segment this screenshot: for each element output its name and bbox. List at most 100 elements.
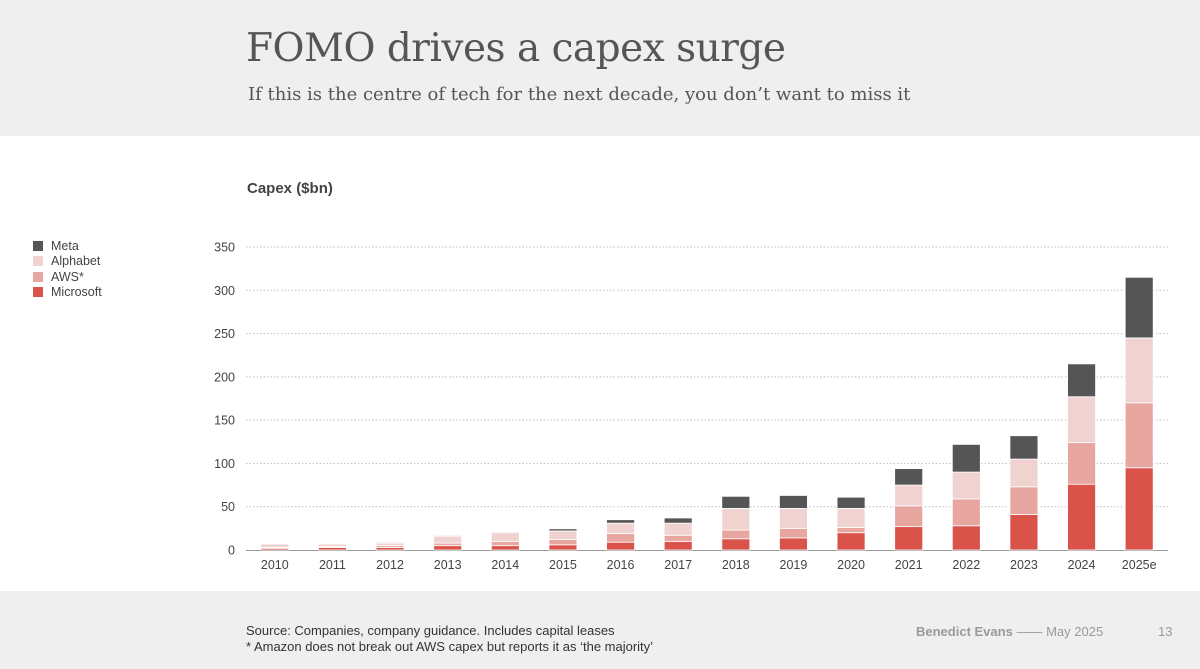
bar-aws-2025e — [1124, 402, 1154, 469]
legend-item-meta: Meta — [33, 238, 102, 254]
bar-alphabet-2022 — [951, 471, 981, 500]
bar-aws-2018 — [721, 529, 751, 540]
legend-label-meta: Meta — [51, 238, 79, 253]
header-band: FOMO drives a capex surge If this is the… — [0, 0, 1200, 136]
y-tick-label-250: 250 — [214, 327, 235, 341]
bar-microsoft-2021 — [894, 526, 924, 551]
author-name: Benedict Evans — [916, 624, 1013, 639]
bar-microsoft-2024 — [1067, 483, 1096, 551]
bar-meta-2013 — [433, 534, 463, 537]
legend-swatch-aws — [33, 271, 43, 282]
x-tick-label-2020: 2020 — [837, 558, 865, 572]
bar-aws-2020 — [836, 527, 866, 534]
bar-alphabet-2020 — [836, 508, 866, 528]
bar-microsoft-2017 — [663, 540, 693, 551]
legend-label-microsoft: Microsoft — [51, 285, 102, 300]
x-tick-label-2011: 2011 — [319, 558, 346, 572]
bar-meta-2023 — [1009, 435, 1039, 460]
source-line-1: Source: Companies, company guidance. Inc… — [246, 623, 615, 638]
bar-meta-2025e — [1124, 276, 1154, 339]
bar-alphabet-2016 — [606, 522, 635, 534]
bar-alphabet-2025e — [1124, 337, 1154, 404]
bar-microsoft-2013 — [433, 545, 463, 551]
y-tick-label-50: 50 — [221, 500, 235, 514]
footer-band — [0, 591, 1200, 669]
y-tick-label-300: 300 — [214, 284, 235, 298]
bar-meta-2020 — [836, 496, 866, 509]
legend-item-alphabet: Alphabet — [33, 254, 102, 270]
bar-alphabet-2024 — [1067, 396, 1096, 444]
bar-alphabet-2010 — [260, 543, 290, 548]
x-tick-label-2013: 2013 — [434, 558, 462, 572]
source-note: Source: Companies, company guidance. Inc… — [246, 623, 653, 655]
capex-chart: 0 50 100 150 200 250 300 350 2010 2011 2012 2013 201… — [214, 241, 1168, 572]
page-number: 13 — [1158, 624, 1173, 639]
bar-aws-2023 — [1009, 486, 1039, 515]
x-tick-label-2014: 2014 — [491, 558, 519, 572]
bar-microsoft-2018 — [721, 538, 751, 551]
legend-swatch-meta — [33, 240, 43, 251]
legend-item-aws: AWS* — [33, 269, 102, 285]
x-tick-label-2017: 2017 — [664, 558, 692, 572]
bar-alphabet-2019 — [779, 508, 808, 529]
x-tick-label-2016: 2016 — [607, 558, 635, 572]
bar-meta-2021 — [894, 468, 924, 486]
legend-item-microsoft: Microsoft — [33, 285, 102, 301]
bar-microsoft-2023 — [1009, 514, 1039, 551]
bar-aws-2016 — [606, 533, 635, 543]
x-tick-label-2015: 2015 — [549, 558, 577, 572]
bar-meta-2019 — [779, 495, 808, 509]
legend-swatch-microsoft — [33, 287, 43, 298]
x-tick-label-2024: 2024 — [1068, 558, 1096, 572]
bar-aws-2014 — [490, 540, 520, 547]
bar-alphabet-2013 — [433, 535, 463, 544]
bar-aws-2022 — [951, 498, 981, 527]
bar-microsoft-2015 — [548, 544, 578, 551]
chart-legend: Meta Alphabet AWS* Microsoft — [33, 238, 102, 300]
x-tick-label-2012: 2012 — [376, 558, 404, 572]
x-tick-label-2022: 2022 — [952, 558, 980, 572]
y-tick-label-100: 100 — [214, 457, 235, 471]
bar-aws-2024 — [1067, 442, 1096, 485]
bar-microsoft-2022 — [951, 525, 981, 551]
bar-alphabet-2017 — [663, 522, 693, 536]
bar-alphabet-2018 — [721, 508, 751, 531]
author-credit: Benedict Evans —— May 2025 — [916, 624, 1103, 639]
y-tick-label-150: 150 — [214, 414, 235, 428]
bar-microsoft-2020 — [836, 532, 866, 551]
slide-subtitle: If this is the centre of tech for the ne… — [248, 84, 911, 105]
y-tick-label-0: 0 — [228, 544, 235, 558]
y-axis-label: Capex ($bn) — [247, 180, 333, 197]
source-line-2: * Amazon does not break out AWS capex bu… — [246, 639, 654, 654]
publish-date: May 2025 — [1046, 624, 1104, 639]
x-tick-label-2021: 2021 — [895, 558, 923, 572]
legend-swatch-alphabet — [33, 256, 43, 267]
bar-alphabet-2021 — [894, 484, 924, 507]
bar-meta-2022 — [951, 443, 981, 473]
slide-title: FOMO drives a capex surge — [246, 26, 786, 71]
bar-microsoft-2019 — [779, 537, 808, 551]
legend-label-aws: AWS* — [51, 269, 84, 284]
x-tick-label-2023: 2023 — [1010, 558, 1038, 572]
bar-meta-2015 — [548, 528, 578, 532]
bar-microsoft-2014 — [490, 545, 520, 551]
legend-label-alphabet: Alphabet — [51, 254, 101, 269]
x-tick-label-2019: 2019 — [780, 558, 808, 572]
bar-aws-2021 — [894, 505, 924, 528]
bar-meta-2017 — [663, 517, 693, 524]
y-tick-label-200: 200 — [214, 370, 235, 384]
bar-aws-2019 — [779, 527, 808, 539]
bar-meta-2016 — [606, 519, 635, 524]
bar-meta-2012 — [375, 541, 405, 544]
bar-meta-2014 — [490, 531, 520, 534]
bar-aws-2015 — [548, 539, 578, 546]
bar-microsoft-2025e — [1124, 467, 1154, 551]
author-separator: —— — [1016, 624, 1043, 639]
bar-microsoft-2016 — [606, 541, 635, 551]
bar-meta-2024 — [1067, 363, 1096, 398]
x-tick-label-2025e: 2025e — [1122, 558, 1157, 572]
bar-aws-2017 — [663, 534, 693, 542]
bar-alphabet-2023 — [1009, 458, 1039, 488]
bar-alphabet-2015 — [548, 530, 578, 541]
x-tick-label-2018: 2018 — [722, 558, 750, 572]
